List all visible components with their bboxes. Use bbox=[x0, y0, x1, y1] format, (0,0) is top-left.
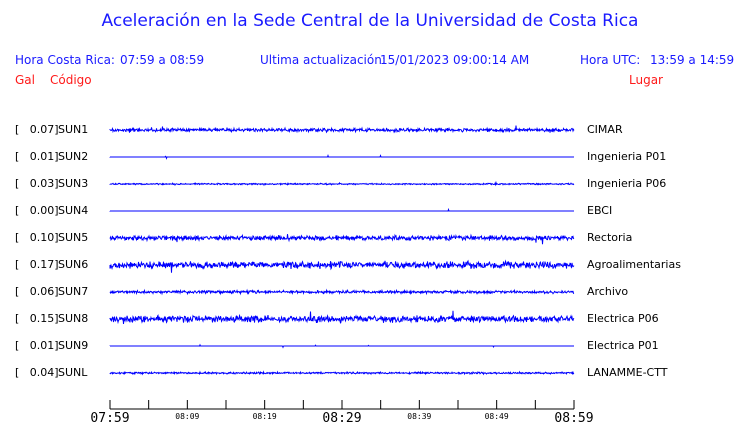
station-code: SUN6 bbox=[58, 258, 89, 271]
trace-sun4 bbox=[109, 207, 575, 212]
trace-sun9 bbox=[109, 343, 574, 349]
station-place: Rectoria bbox=[587, 231, 633, 244]
gal-value: [ 0.10] bbox=[15, 231, 59, 244]
station-place: Archivo bbox=[587, 285, 629, 298]
x-tick-label-major: 08:29 bbox=[322, 411, 361, 423]
update-label: Ultima actualización: bbox=[260, 53, 386, 67]
column-gal: Gal bbox=[15, 73, 35, 87]
station-code: SUN4 bbox=[58, 204, 89, 217]
trace-sun8 bbox=[109, 310, 575, 325]
gal-value: [ 0.17] bbox=[15, 258, 59, 271]
station-place: Ingenieria P06 bbox=[587, 177, 667, 190]
utc-time-label: Hora UTC: bbox=[580, 53, 641, 67]
column-code: Código bbox=[50, 73, 92, 87]
local-time-range: 07:59 a 08:59 bbox=[120, 53, 205, 67]
station-place: CIMAR bbox=[587, 123, 623, 136]
station-code: SUN5 bbox=[58, 231, 89, 244]
x-tick-label-major: 08:59 bbox=[554, 411, 593, 423]
gal-value: [ 0.07] bbox=[15, 123, 59, 136]
x-tick-label-minor: 08:19 bbox=[253, 412, 277, 421]
column-place: Lugar bbox=[629, 73, 663, 87]
station-place: LANAMME-CTT bbox=[587, 366, 668, 379]
trace-sun3 bbox=[109, 180, 575, 187]
station-code: SUN7 bbox=[58, 285, 89, 298]
station-place: EBCI bbox=[587, 204, 613, 217]
gal-value: [ 0.03] bbox=[15, 177, 59, 190]
station-code: SUNL bbox=[58, 366, 88, 379]
x-tick-label-minor: 08:39 bbox=[407, 412, 431, 421]
utc-time-range: 13:59 a 14:59 bbox=[650, 53, 735, 67]
station-code: SUN1 bbox=[58, 123, 89, 136]
station-place: Electrica P06 bbox=[587, 312, 659, 325]
page-title: Aceleración en la Sede Central de la Uni… bbox=[101, 11, 639, 31]
station-code: SUN2 bbox=[58, 150, 89, 163]
trace-sun7 bbox=[109, 288, 575, 296]
station-place: Ingenieria P01 bbox=[587, 150, 667, 163]
x-tick-label-minor: 08:49 bbox=[485, 412, 509, 421]
x-tick-label-minor: 08:09 bbox=[175, 412, 199, 421]
station-place: Electrica P01 bbox=[587, 339, 659, 352]
update-value: 15/01/2023 09:00:14 AM bbox=[380, 53, 530, 67]
station-place: Agroalimentarias bbox=[587, 258, 681, 271]
trace-sun6 bbox=[109, 259, 575, 273]
local-time-label: Hora Costa Rica: bbox=[15, 53, 115, 67]
station-code: SUN9 bbox=[58, 339, 89, 352]
trace-sun5 bbox=[109, 233, 575, 245]
trace-sun1 bbox=[109, 125, 575, 134]
gal-value: [ 0.15] bbox=[15, 312, 59, 325]
trace-sunl bbox=[109, 370, 575, 376]
gal-value: [ 0.01] bbox=[15, 150, 59, 163]
trace-sun2 bbox=[109, 154, 575, 160]
station-code: SUN3 bbox=[58, 177, 89, 190]
gal-value: [ 0.04] bbox=[15, 366, 59, 379]
x-tick-label-major: 07:59 bbox=[90, 411, 129, 423]
gal-value: [ 0.06] bbox=[15, 285, 59, 298]
gal-value: [ 0.00] bbox=[15, 204, 59, 217]
station-code: SUN8 bbox=[58, 312, 89, 325]
gal-value: [ 0.01] bbox=[15, 339, 59, 352]
